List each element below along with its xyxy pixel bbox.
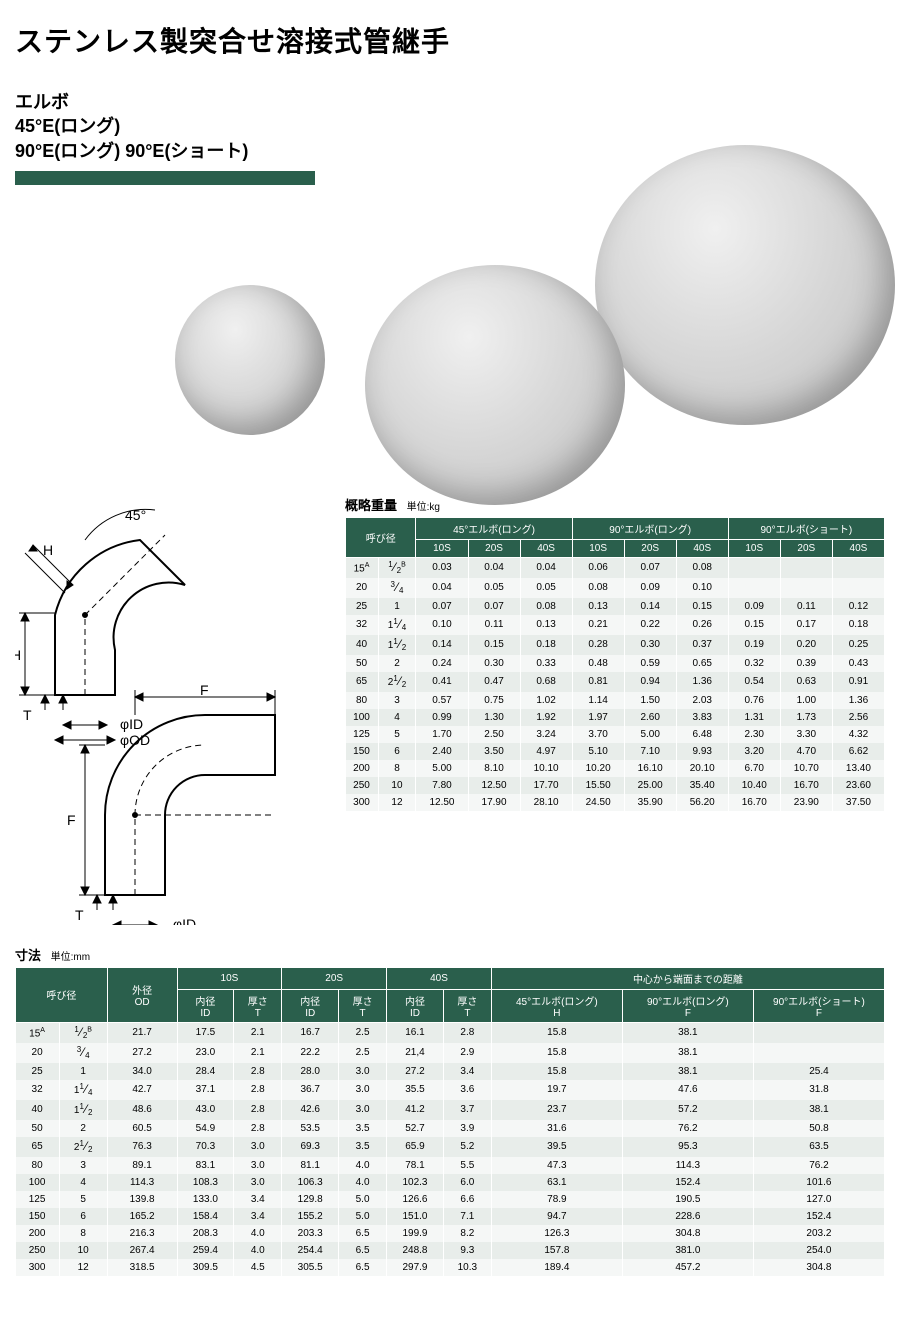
sub-title-1: エルボ <box>15 90 885 114</box>
page-title: ステンレス製突合せ溶接式管継手 <box>15 20 885 60</box>
table-row: 80389.183.13.081.14.078.15.547.3114.376.… <box>16 1157 885 1174</box>
label-phiID-90: φID <box>173 916 196 925</box>
table-row: 25010267.4259.44.0254.46.5248.89.3157.83… <box>16 1242 885 1259</box>
table-row: 6521⁄276.370.33.069.33.565.95.239.595.36… <box>16 1137 885 1157</box>
table-row: 4011⁄20.140.150.180.280.300.370.190.200.… <box>346 635 885 655</box>
dim-table-title: 寸法 単位:mm <box>15 945 885 964</box>
label-T-90: T <box>75 907 84 923</box>
table-row: 12551.702.503.243.705.006.482.303.304.32 <box>346 726 885 743</box>
table-row: 4011⁄248.643.02.842.63.041.23.723.757.23… <box>16 1100 885 1120</box>
label-H-left: H <box>15 647 21 663</box>
sub-title-2: 45°E(ロング) <box>15 114 885 138</box>
table-row: 20085.008.1010.1010.2016.1020.106.7010.7… <box>346 760 885 777</box>
dim-table: 呼び径外径OD10S20S40S中心から端面までの距離内径ID厚さT内径ID厚さ… <box>15 967 885 1276</box>
table-row: 15062.403.504.975.107.109.933.204.706.62 <box>346 743 885 760</box>
product-image-small <box>175 285 325 435</box>
table-row: 8030.570.751.021.141.502.030.761.001.36 <box>346 692 885 709</box>
table-row: 1004114.3108.33.0106.34.0102.36.063.1152… <box>16 1174 885 1191</box>
accent-bar <box>15 171 315 185</box>
table-row: 3211⁄40.100.110.130.210.220.260.150.170.… <box>346 615 885 635</box>
table-row: 203⁄427.223.02.122.22.521,42.915.838.1 <box>16 1043 885 1063</box>
table-row: 250107.8012.5017.7015.5025.0035.4010.401… <box>346 777 885 794</box>
table-row: 50260.554.92.853.53.552.73.931.676.250.8 <box>16 1120 885 1137</box>
table-row: 3001212.5017.9028.1024.5035.9056.2016.70… <box>346 794 885 811</box>
product-image-medium <box>365 265 625 505</box>
table-row: 30012318.5309.54.5305.56.5297.910.3189.4… <box>16 1259 885 1276</box>
table-row: 10040.991.301.921.972.603.831.311.732.56 <box>346 709 885 726</box>
table-row: 6521⁄20.410.470.680.810.941.360.540.630.… <box>346 672 885 692</box>
table-row: 1506165.2158.43.4155.25.0151.07.194.7228… <box>16 1208 885 1225</box>
product-image-large <box>595 145 895 425</box>
table-row: 2008216.3208.34.0203.36.5199.98.2126.330… <box>16 1225 885 1242</box>
label-phiID-45: φID <box>120 716 143 732</box>
table-row: 3211⁄442.737.12.836.73.035.53.619.747.63… <box>16 1080 885 1100</box>
table-row: 15A1⁄2B21.717.52.116.72.516.12.815.838.1 <box>16 1022 885 1043</box>
table-row: 1255139.8133.03.4129.85.0126.66.678.9190… <box>16 1191 885 1208</box>
table-row: 5020.240.300.330.480.590.650.320.390.43 <box>346 655 885 672</box>
table-row: 25134.028.42.828.03.027.23.415.838.125.4 <box>16 1063 885 1080</box>
label-F-top: F <box>200 682 209 698</box>
label-T-45: T <box>23 707 32 723</box>
product-hero <box>15 185 885 615</box>
label-F-left: F <box>67 812 76 828</box>
